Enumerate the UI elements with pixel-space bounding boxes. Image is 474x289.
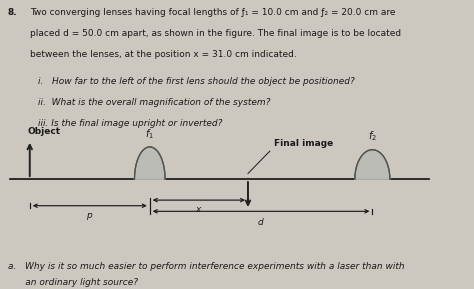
Text: ii.  What is the overall magnification of the system?: ii. What is the overall magnification of… bbox=[38, 98, 271, 107]
Text: Object: Object bbox=[27, 127, 61, 136]
Text: between the lenses, at the position x = 31.0 cm indicated.: between the lenses, at the position x = … bbox=[30, 50, 297, 59]
Text: a.   Why is it so much easier to perform interference experiments with a laser t: a. Why is it so much easier to perform i… bbox=[8, 262, 405, 271]
Text: 8.: 8. bbox=[8, 8, 18, 17]
Text: $p$: $p$ bbox=[86, 211, 93, 222]
Polygon shape bbox=[355, 150, 390, 179]
Text: placed d = 50.0 cm apart, as shown in the figure. The final image is to be locat: placed d = 50.0 cm apart, as shown in th… bbox=[30, 29, 401, 38]
Text: i.   How far to the left of the first lens should the object be positioned?: i. How far to the left of the first lens… bbox=[38, 77, 355, 86]
Text: iii. Is the final image upright or inverted?: iii. Is the final image upright or inver… bbox=[38, 119, 223, 128]
Text: an ordinary light source?: an ordinary light source? bbox=[8, 278, 138, 287]
Text: Two converging lenses having focal lengths of ƒ₁ = 10.0 cm and ƒ₂ = 20.0 cm are: Two converging lenses having focal lengt… bbox=[30, 8, 395, 17]
Polygon shape bbox=[135, 147, 165, 179]
Text: $d$: $d$ bbox=[257, 216, 265, 227]
Text: $f_2$: $f_2$ bbox=[368, 129, 377, 143]
Text: $x$: $x$ bbox=[195, 205, 203, 214]
Text: Final image: Final image bbox=[274, 139, 333, 148]
Text: $f_1$: $f_1$ bbox=[145, 127, 155, 141]
